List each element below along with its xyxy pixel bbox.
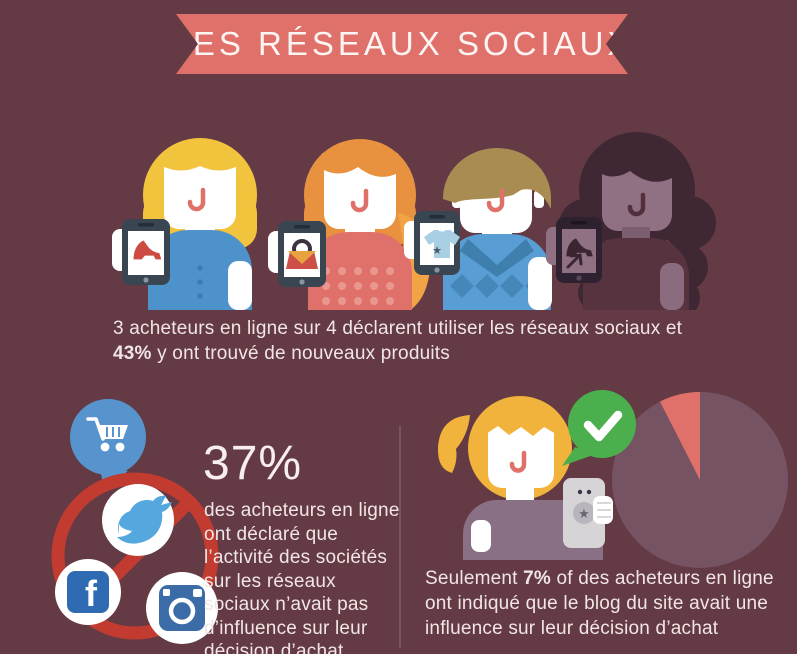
high-heel-shoe-icon (566, 238, 593, 257)
shoppers-row: ★ (112, 132, 716, 310)
nose-icon (350, 188, 369, 213)
smartphone (556, 217, 602, 283)
high-heel-shoe-icon (133, 240, 162, 260)
person-blonde-woman (112, 138, 257, 310)
check-speech-bubble (562, 390, 636, 466)
smartphone (278, 221, 326, 287)
page-title: LES RÉSEAUX SOCIAUX (170, 25, 634, 62)
instagram-badge (146, 572, 218, 644)
smartphone: ★ (414, 211, 460, 275)
blog-text-end: of des acheteurs en ligne ont indiqué qu… (425, 568, 774, 639)
polka-dots (322, 267, 394, 305)
person-shadowed-woman (546, 132, 716, 310)
intro-highlight-43: 43% (113, 343, 152, 364)
section-divider (399, 426, 401, 648)
collar (460, 239, 534, 277)
ponytail (437, 415, 470, 473)
blog-statistic: Seulement 7% of des acheteurs en ligne o… (425, 566, 787, 641)
phone-logo-star: ★ (578, 506, 590, 521)
person-girl-with-phone: ★ (437, 396, 613, 560)
stat-37-value: 37% (203, 437, 303, 490)
instagram-icon (159, 585, 205, 631)
social-no-influence-graphic: f (51, 399, 219, 644)
arrow-up-icon (566, 253, 583, 269)
stat-37-description: des acheteurs en ligne ont déclaré que l… (204, 500, 400, 654)
nose-icon (627, 192, 646, 217)
twitter-icon (117, 495, 172, 544)
shopping-cart-icon (86, 417, 128, 452)
nose-icon (486, 188, 505, 213)
pie-chart (612, 392, 788, 568)
pie-slice-7pct (660, 392, 700, 480)
nose-icon (187, 187, 206, 212)
smartphone-back: ★ (563, 478, 613, 548)
checkmark-icon (583, 410, 623, 442)
star-glyph: ★ (432, 245, 442, 257)
person-ginger-woman (268, 139, 431, 310)
twitter-badge (102, 484, 174, 556)
blog-text-start: Seulement (425, 568, 524, 589)
blog-highlight-7: 7% (523, 568, 551, 589)
blog-influence-graphic: ★ (437, 390, 788, 568)
person-boy: ★ (404, 147, 552, 310)
nose-icon (509, 450, 527, 473)
intro-text-end: y ont trouvé de nouveaux produits (151, 343, 450, 364)
handbag-icon (286, 239, 318, 269)
intro-statistic: 3 acheteurs en ligne sur 4 déclarent uti… (113, 316, 713, 366)
facebook-icon: f (85, 573, 98, 614)
intro-text-start: 3 acheteurs en ligne sur 4 déclarent uti… (113, 318, 683, 339)
smartphone (122, 219, 170, 285)
t-shirt-icon: ★ (424, 230, 460, 258)
title-ribbon: LES RÉSEAUX SOCIAUX (176, 14, 628, 74)
facebook-badge: f (55, 559, 121, 625)
